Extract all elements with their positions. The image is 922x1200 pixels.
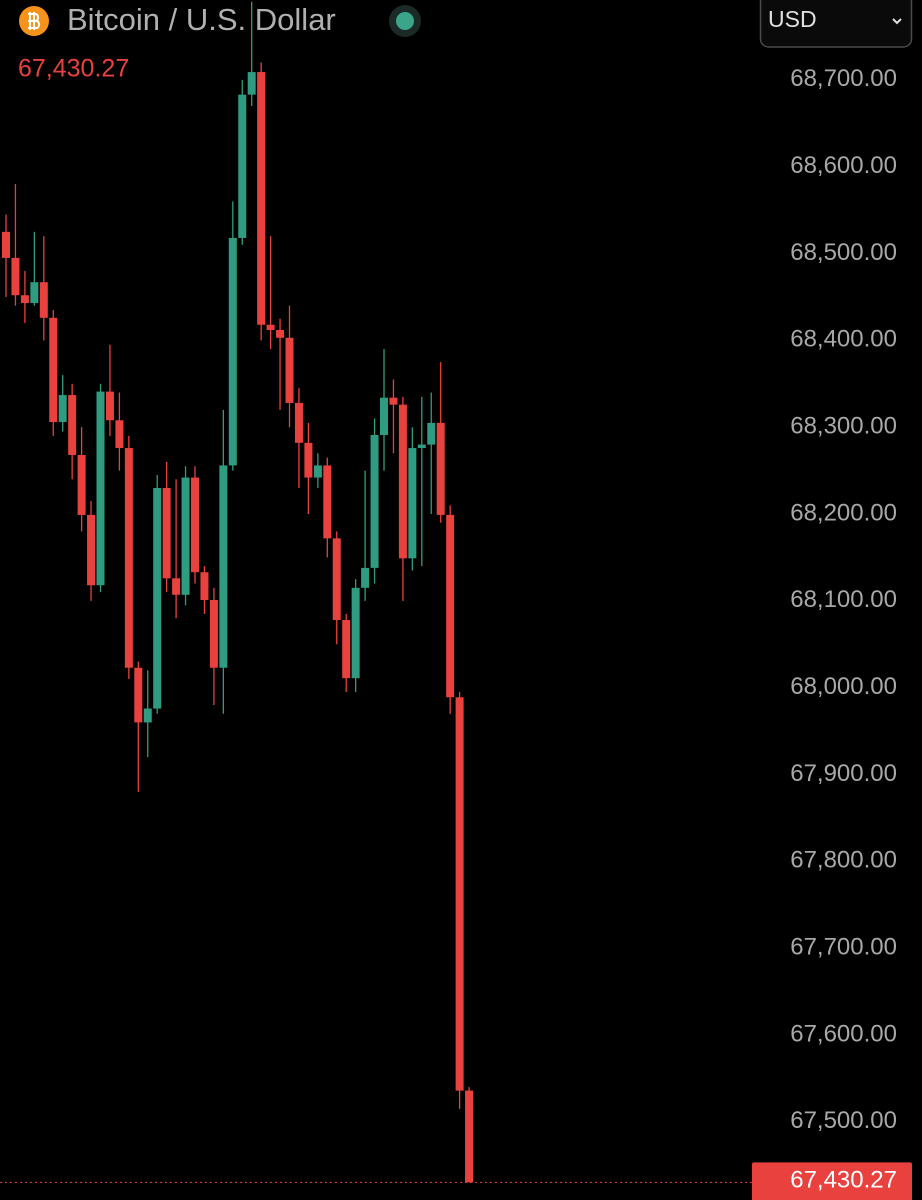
candle-body [380,397,388,436]
candle-body [446,514,455,698]
candle-body [134,667,143,723]
candle-body [323,465,332,539]
candle-body [105,391,114,421]
candle-body [427,422,436,445]
header-price: 67,430.27 [18,55,129,83]
candle-body [408,448,417,559]
candle-body [304,442,313,478]
y-tick-label: 68,100.00 [790,586,897,613]
candle-body [436,422,445,515]
candle-body [417,444,426,449]
candle-body [39,282,48,318]
candle-body [77,454,86,515]
candle-body [455,697,464,1091]
candle-body [398,404,407,559]
candle-body [370,435,379,568]
y-tick-label: 68,300.00 [790,413,897,440]
candle-body [200,572,209,600]
candle-body [313,465,322,478]
candle-body [209,600,218,668]
candle-body [11,257,20,296]
candle-body [68,395,77,455]
candle-body [465,1090,474,1183]
candle-body [20,295,29,304]
y-tick-label: 67,500.00 [790,1107,897,1134]
candle-body [228,237,237,466]
y-tick-label: 68,000.00 [790,673,897,700]
candle-body [87,514,96,586]
candle-body [143,708,152,723]
candle-body [153,487,162,709]
candle-body [30,282,39,304]
candle-body [124,448,133,668]
candle-body [266,324,275,330]
candle-body [96,391,105,586]
candle-body [2,231,10,258]
bitcoin-glyph [28,12,41,30]
candle-body [342,619,351,679]
y-tick-label: 67,700.00 [790,934,897,961]
currency-label[interactable]: USD [768,6,817,32]
candle-body [276,329,285,338]
candle-body [219,465,228,668]
candle-body [389,397,398,405]
y-tick-label: 67,800.00 [790,847,897,874]
last-price-label: 67,430.27 [790,1167,897,1194]
candle-body [191,477,199,573]
candle-body [58,395,67,422]
dropdown-arrow[interactable] [892,18,902,25]
candle-body [162,487,171,579]
y-tick-label: 67,600.00 [790,1020,897,1047]
candle-body [332,538,341,620]
last-price-tag [752,1162,912,1200]
candle-body [294,402,303,443]
y-tick-label: 68,500.00 [790,239,897,266]
y-tick-label: 67,900.00 [790,760,897,787]
candle-body [257,72,266,325]
y-tick-label: 68,400.00 [790,326,897,353]
currency-select[interactable] [759,0,913,48]
candle-body [351,587,360,679]
y-tick-label: 68,200.00 [790,499,897,526]
candle-body [361,567,370,588]
candle-body [238,94,247,238]
y-tick-label: 68,600.00 [790,152,897,179]
candle-body [49,317,58,422]
candle-body [115,420,124,449]
candle-body [247,72,256,95]
candle-body [172,578,181,595]
y-tick-label: 68,700.00 [790,65,897,92]
candle-body [181,477,190,595]
candle-body [285,337,294,403]
chart-title: Bitcoin / U.S. Dollar [67,2,336,37]
status-dot [396,12,414,30]
